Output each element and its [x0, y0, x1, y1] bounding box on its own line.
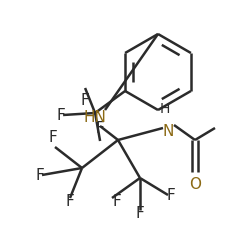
Text: F: F [48, 130, 57, 145]
Text: HN: HN [84, 110, 106, 126]
Text: F: F [96, 121, 105, 136]
Text: F: F [35, 168, 44, 182]
Text: H: H [160, 102, 170, 116]
Text: F: F [81, 93, 89, 108]
Text: F: F [166, 188, 175, 202]
Text: F: F [56, 107, 65, 123]
Text: O: O [189, 177, 201, 192]
Text: F: F [66, 194, 74, 209]
Text: N: N [162, 124, 174, 139]
Text: F: F [136, 206, 144, 221]
Text: F: F [112, 194, 121, 209]
